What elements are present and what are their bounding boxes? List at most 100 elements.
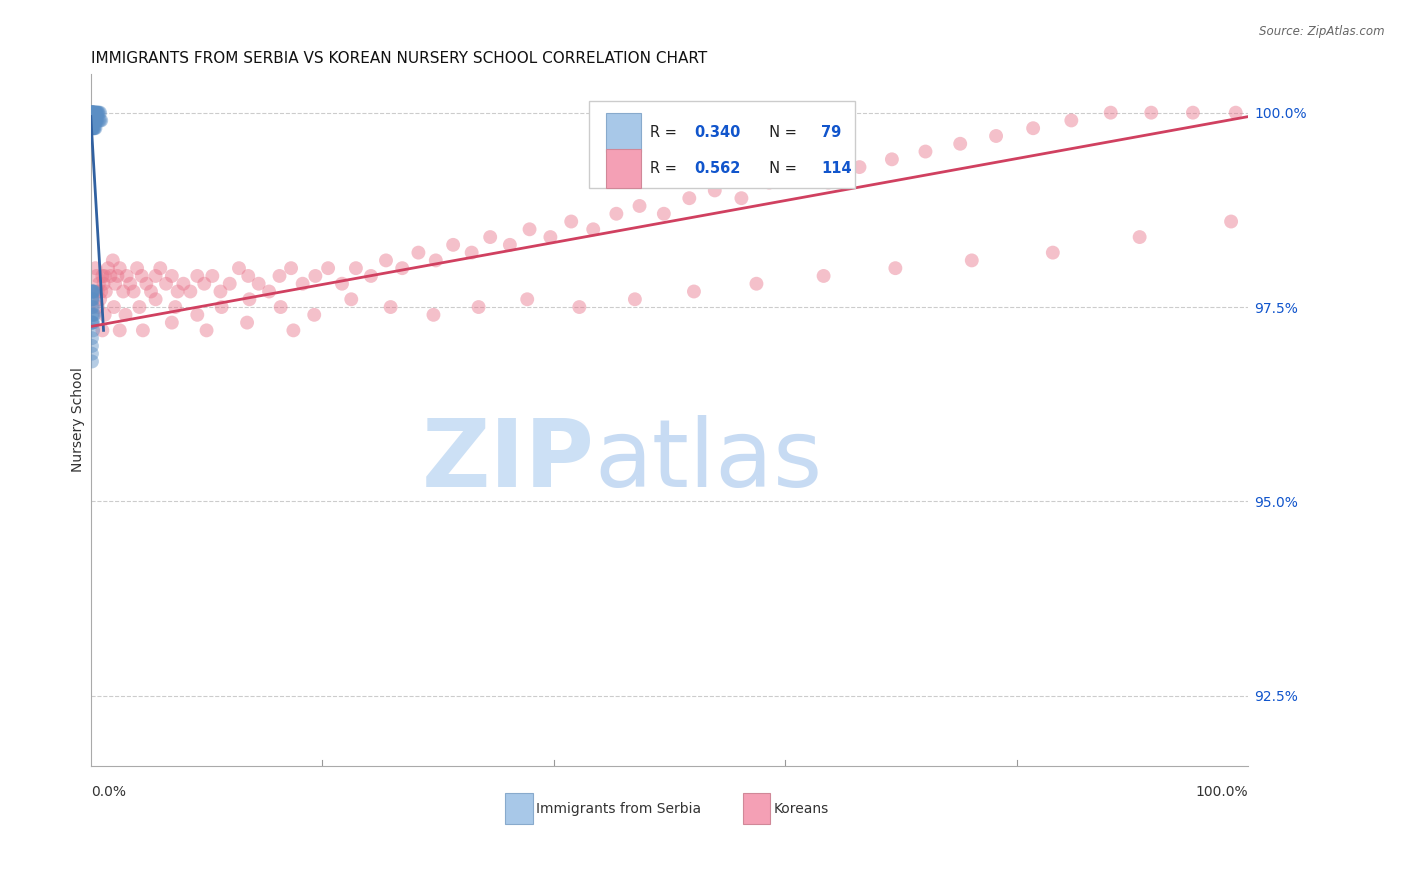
- Point: [80, 347, 103, 361]
- Point: [80, 285, 103, 299]
- Point: [135, 277, 157, 291]
- Point: [787, 168, 810, 182]
- Text: 0.562: 0.562: [695, 161, 741, 176]
- Point: [218, 277, 240, 291]
- Text: N =: N =: [759, 125, 801, 140]
- Point: [115, 268, 138, 283]
- Point: [195, 323, 218, 337]
- Point: [460, 245, 482, 260]
- Point: [519, 222, 541, 236]
- Point: [83, 308, 105, 322]
- Point: [87, 105, 110, 120]
- Point: [960, 253, 983, 268]
- Point: [80, 331, 103, 345]
- FancyBboxPatch shape: [606, 149, 641, 188]
- Point: [80, 105, 103, 120]
- Point: [186, 268, 208, 283]
- Point: [87, 300, 110, 314]
- Point: [82, 113, 104, 128]
- Point: [82, 105, 104, 120]
- Point: [302, 308, 325, 322]
- Text: ZIP: ZIP: [422, 416, 595, 508]
- Point: [80, 308, 103, 322]
- Point: [93, 277, 115, 291]
- Point: [149, 261, 172, 276]
- Point: [848, 160, 870, 174]
- Point: [127, 261, 149, 276]
- Point: [1225, 105, 1247, 120]
- Point: [441, 237, 464, 252]
- Point: [80, 105, 103, 120]
- Point: [582, 222, 605, 236]
- Point: [87, 105, 110, 120]
- Point: [108, 261, 131, 276]
- Point: [209, 285, 232, 299]
- Point: [80, 316, 103, 330]
- Point: [120, 277, 142, 291]
- Point: [82, 105, 104, 120]
- Point: [82, 113, 104, 128]
- Point: [166, 285, 188, 299]
- Point: [82, 121, 104, 136]
- Point: [257, 285, 280, 299]
- Point: [304, 268, 326, 283]
- Point: [87, 105, 110, 120]
- Text: 0.0%: 0.0%: [91, 785, 125, 799]
- Point: [80, 339, 103, 353]
- Point: [160, 268, 183, 283]
- Point: [112, 285, 135, 299]
- Point: [101, 253, 124, 268]
- Point: [83, 105, 105, 120]
- Point: [568, 300, 591, 314]
- Point: [82, 113, 104, 128]
- Point: [103, 300, 125, 314]
- Point: [107, 268, 129, 283]
- Point: [1060, 113, 1083, 128]
- Point: [1140, 105, 1163, 120]
- Point: [344, 261, 367, 276]
- Point: [80, 105, 103, 120]
- Point: [80, 113, 103, 128]
- Point: [82, 105, 104, 120]
- Point: [186, 308, 208, 322]
- Point: [82, 113, 104, 128]
- Point: [745, 277, 768, 291]
- Point: [82, 121, 104, 136]
- Point: [83, 105, 105, 120]
- Point: [80, 354, 103, 368]
- Point: [884, 261, 907, 276]
- Point: [683, 285, 706, 299]
- Text: R =: R =: [650, 125, 682, 140]
- Point: [193, 277, 215, 291]
- Y-axis label: Nursery School: Nursery School: [72, 368, 86, 472]
- Point: [131, 268, 153, 283]
- Point: [145, 268, 167, 283]
- Point: [93, 268, 115, 283]
- Point: [87, 113, 110, 128]
- Text: 79: 79: [821, 125, 842, 140]
- Text: IMMIGRANTS FROM SERBIA VS KOREAN NURSERY SCHOOL CORRELATION CHART: IMMIGRANTS FROM SERBIA VS KOREAN NURSERY…: [91, 51, 707, 66]
- Point: [128, 300, 150, 314]
- Point: [391, 261, 413, 276]
- Point: [80, 105, 103, 120]
- Point: [90, 285, 112, 299]
- Point: [90, 113, 112, 128]
- Point: [380, 300, 402, 314]
- Text: R =: R =: [650, 161, 682, 176]
- Point: [80, 293, 103, 307]
- Point: [80, 105, 103, 120]
- FancyBboxPatch shape: [589, 102, 855, 188]
- Point: [84, 113, 107, 128]
- Point: [82, 323, 104, 337]
- Point: [80, 293, 103, 307]
- Point: [84, 113, 107, 128]
- Point: [560, 214, 582, 228]
- Text: Immigrants from Serbia: Immigrants from Serbia: [537, 802, 702, 815]
- Point: [408, 245, 430, 260]
- FancyBboxPatch shape: [742, 794, 770, 824]
- Point: [84, 121, 107, 136]
- Point: [82, 105, 104, 120]
- Point: [91, 268, 114, 283]
- Point: [813, 268, 835, 283]
- Point: [160, 316, 183, 330]
